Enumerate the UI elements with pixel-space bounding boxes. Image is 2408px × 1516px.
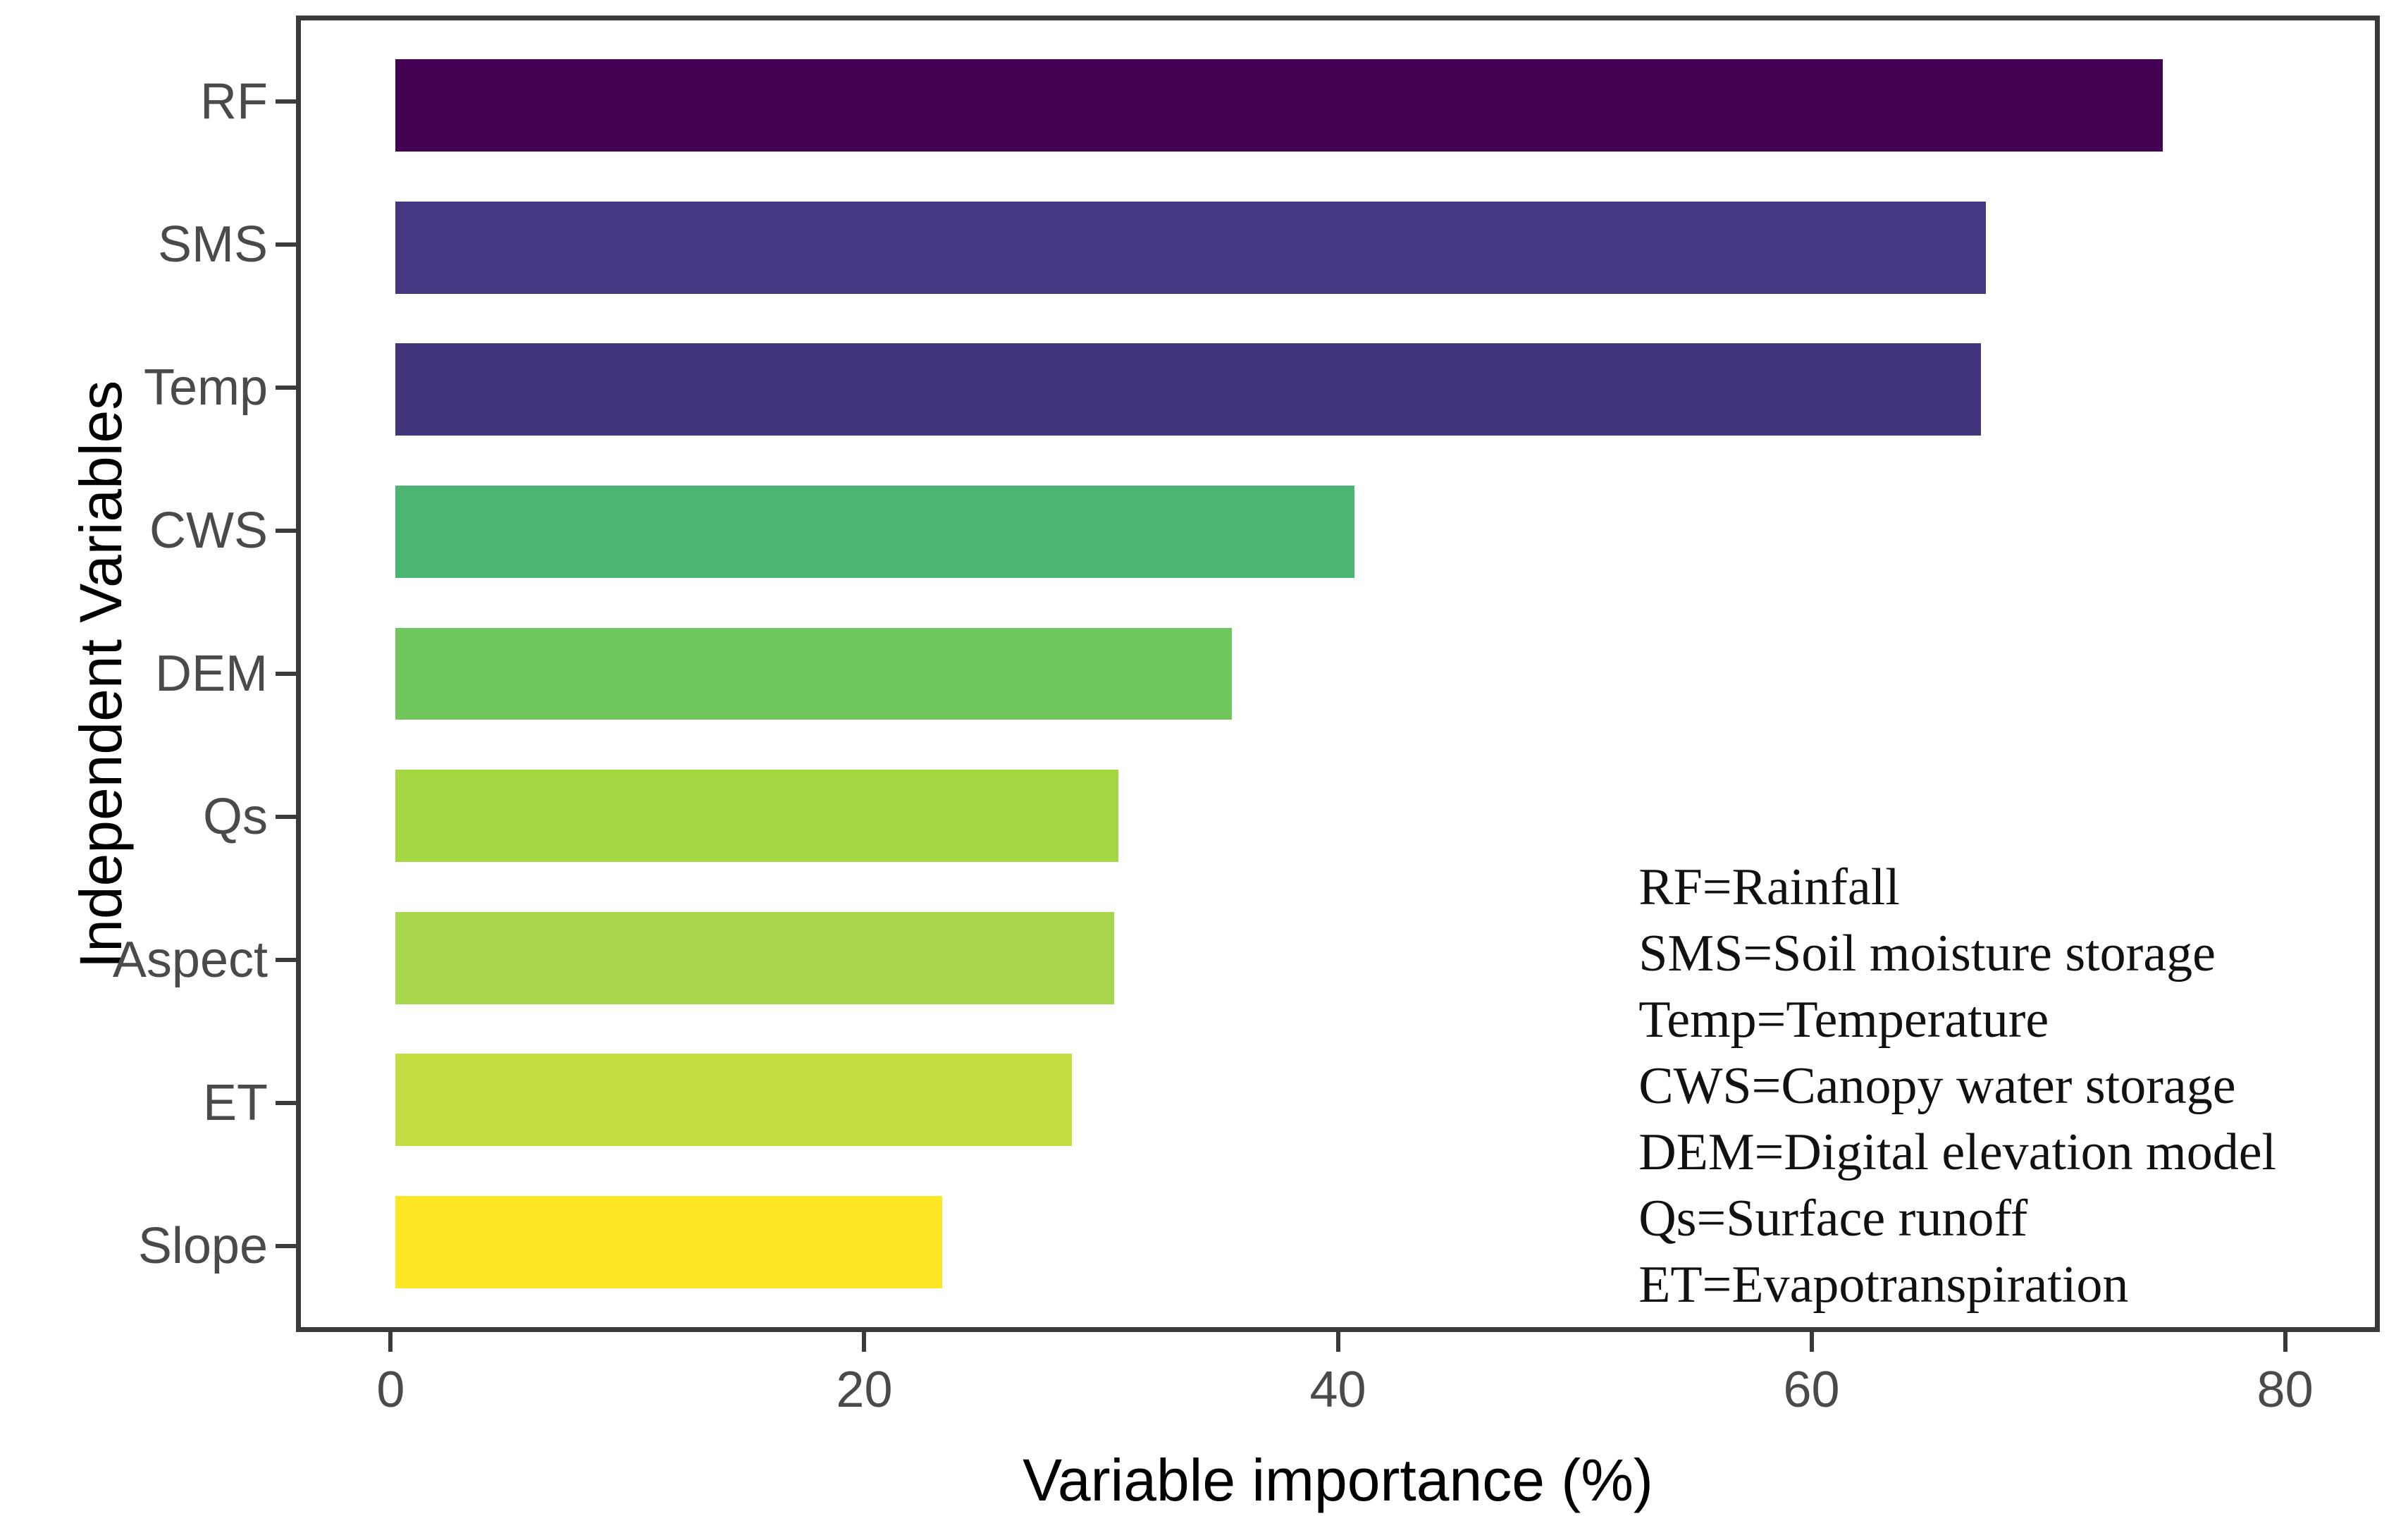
x-tick-mark — [862, 1332, 867, 1352]
bar-qs — [395, 770, 1119, 862]
bar-dem — [395, 627, 1232, 720]
x-tick-label-0: 0 — [376, 1362, 405, 1418]
y-tick-label-sms: SMS — [157, 216, 268, 273]
x-tick-mark — [388, 1332, 393, 1352]
y-tick-mark — [276, 672, 296, 676]
legend-annotation-line: RF=Rainfall — [1638, 858, 1900, 916]
legend-annotation-line: CWS=Canopy water storage — [1638, 1056, 2236, 1115]
y-tick-label-et: ET — [202, 1075, 268, 1132]
y-tick-mark — [276, 99, 296, 104]
x-axis-title: Variable importance (%) — [1023, 1447, 1653, 1513]
x-tick-label-60: 60 — [1783, 1362, 1840, 1418]
legend-annotation-line: Temp=Temperature — [1638, 990, 2049, 1049]
legend-annotation: RF=Rainfall SMS=Soil moisture storage Temp… — [1638, 854, 2276, 1318]
y-tick-label-dem: DEM — [155, 646, 268, 702]
y-tick-mark — [276, 815, 296, 820]
y-tick-label-aspect: Aspect — [112, 932, 268, 989]
y-tick-label-qs: Qs — [202, 789, 268, 846]
x-tick-label-20: 20 — [836, 1362, 893, 1418]
y-tick-label-temp: Temp — [143, 359, 268, 416]
bar-cws — [395, 485, 1354, 578]
y-tick-mark — [276, 1101, 296, 1106]
y-tick-mark — [276, 1244, 296, 1249]
bar-temp — [395, 343, 1982, 436]
y-tick-label-slope: Slope — [137, 1218, 268, 1275]
legend-annotation-line: Qs=Surface runoff — [1638, 1189, 2028, 1247]
y-tick-mark — [276, 242, 296, 247]
legend-annotation-line: ET=Evapotranspiration — [1638, 1255, 2129, 1314]
bar-slope — [395, 1195, 942, 1288]
legend-annotation-line: SMS=Soil moisture storage — [1638, 924, 2216, 982]
y-tick-mark — [276, 385, 296, 390]
bar-aspect — [395, 911, 1114, 1004]
bar-sms — [395, 201, 1987, 294]
bar-et — [395, 1054, 1072, 1147]
x-tick-mark — [1809, 1332, 1814, 1352]
y-tick-label-cws: CWS — [149, 502, 268, 559]
x-tick-mark — [1335, 1332, 1340, 1352]
y-tick-label-rf: RF — [200, 73, 268, 130]
x-tick-mark — [2283, 1332, 2287, 1352]
y-tick-mark — [276, 528, 296, 533]
bar-rf — [395, 59, 2163, 152]
x-tick-label-40: 40 — [1309, 1362, 1366, 1418]
y-tick-mark — [276, 958, 296, 963]
legend-annotation-line: DEM=Digital elevation model — [1638, 1123, 2277, 1181]
x-tick-label-80: 80 — [2256, 1362, 2314, 1418]
plot-panel: RF=Rainfall SMS=Soil moisture storage Temp… — [296, 16, 2380, 1332]
